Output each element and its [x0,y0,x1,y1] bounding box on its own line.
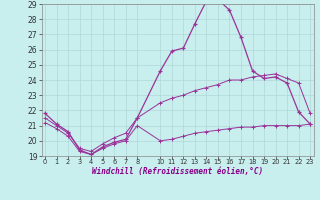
X-axis label: Windchill (Refroidissement éolien,°C): Windchill (Refroidissement éolien,°C) [92,167,263,176]
